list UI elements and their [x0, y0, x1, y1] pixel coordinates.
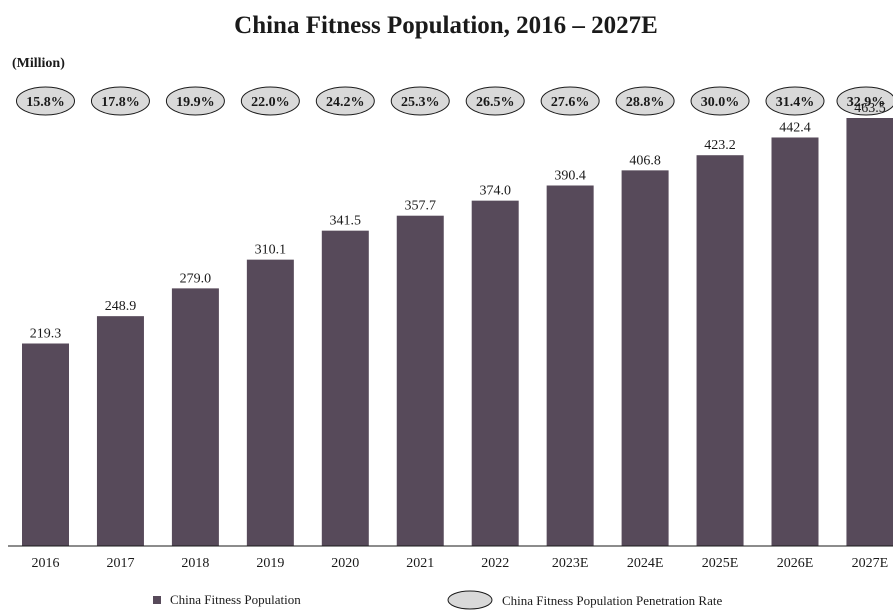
- rate-label-2016: 15.8%: [26, 95, 65, 110]
- rate-label-2024E: 28.8%: [626, 95, 665, 110]
- legend-rate-label: China Fitness Population Penetration Rat…: [502, 593, 722, 608]
- chart-title: China Fitness Population, 2016 – 2027E: [234, 12, 658, 39]
- legend: China Fitness Population China Fitness P…: [153, 590, 722, 610]
- rate-label-2017: 17.8%: [101, 95, 140, 110]
- rate-ellipse-2017: [90, 86, 150, 116]
- rate-ellipse-2026E: [765, 86, 825, 116]
- rate-label-2019: 22.0%: [251, 95, 290, 110]
- legend-bar-label: China Fitness Population: [170, 592, 301, 607]
- x-tick-label-2021: 2021: [406, 556, 434, 571]
- bars-group: [22, 118, 893, 547]
- rate-label-2025E: 30.0%: [701, 95, 740, 110]
- x-tick-label-2023E: 2023E: [552, 556, 589, 571]
- legend-bar-swatch: [153, 596, 161, 604]
- penetration-rate-row: 15.8% 17.8% 19.9% 22.0% 24.2% 25.3% 26.5% 27.6%…: [16, 86, 893, 116]
- rate-ellipse-2027E: [836, 86, 893, 116]
- rate-ellipse-2018: [165, 86, 225, 116]
- value-label-2019: 310.1: [255, 243, 287, 258]
- x-tick-label-2016: 2016: [32, 556, 60, 571]
- value-label-2020: 341.5: [330, 214, 362, 229]
- legend-rate-swatch: [447, 590, 493, 610]
- x-tick-label-2017: 2017: [106, 556, 134, 571]
- x-tick-label-2027E: 2027E: [852, 556, 889, 571]
- rate-label-2026E: 31.4%: [776, 95, 815, 110]
- value-label-2018: 279.0: [180, 271, 212, 286]
- bar-2026E: [771, 137, 819, 547]
- value-label-2025E: 423.2: [704, 138, 736, 153]
- bar-2023E: [546, 185, 594, 546]
- bar-2017: [96, 316, 144, 546]
- bar-2019: [246, 259, 294, 546]
- rate-label-2021: 25.3%: [401, 95, 440, 110]
- bar-2027E: [846, 118, 893, 546]
- value-label-2022: 374.0: [479, 184, 511, 199]
- rate-ellipse-2022: [465, 86, 525, 116]
- x-tick-label-2022: 2022: [481, 556, 509, 571]
- x-tick-label-2026E: 2026E: [777, 556, 814, 571]
- bar-2022: [471, 200, 519, 546]
- x-tick-label-2018: 2018: [181, 556, 209, 571]
- rate-label-2027E: 32.9%: [847, 95, 886, 110]
- rate-ellipse-2020: [315, 86, 375, 116]
- bar-2016: [22, 343, 69, 546]
- unit-label: (Million): [12, 56, 65, 71]
- x-tick-label-2024E: 2024E: [627, 556, 664, 571]
- x-tick-labels-group: 2016 2017 2018 2019 2020 2021 2022 2023E 2024E 20…: [32, 556, 889, 571]
- rate-ellipse-2024E: [615, 86, 675, 116]
- x-tick-label-2019: 2019: [256, 556, 284, 571]
- value-label-2016: 219.3: [30, 327, 62, 342]
- rate-label-2020: 24.2%: [326, 95, 365, 110]
- rate-label-2022: 26.5%: [476, 95, 515, 110]
- value-label-2024E: 406.8: [629, 153, 661, 168]
- rate-ellipse-2023E: [540, 86, 600, 116]
- x-tick-label-2025E: 2025E: [702, 556, 739, 571]
- rate-ellipse-2021: [390, 86, 450, 116]
- bar-2025E: [696, 155, 744, 546]
- value-label-2021: 357.7: [405, 199, 437, 214]
- x-tick-label-2020: 2020: [331, 556, 359, 571]
- bar-2021: [396, 215, 444, 546]
- rate-ellipse-2019: [240, 86, 300, 116]
- value-label-2017: 248.9: [105, 299, 137, 314]
- bar-2024E: [621, 170, 669, 547]
- value-label-2023E: 390.4: [554, 169, 586, 184]
- bar-2018: [171, 288, 219, 546]
- rate-label-2023E: 27.6%: [551, 95, 590, 110]
- value-label-2026E: 442.4: [779, 120, 811, 135]
- value-label-2027E: 463.5: [854, 101, 886, 116]
- value-labels-group: 219.3 248.9 279.0 310.1 341.5 357.7 374.0 390.4…: [30, 101, 886, 342]
- rate-ellipse-2016: [16, 86, 75, 116]
- rate-label-2018: 19.9%: [176, 95, 215, 110]
- bar-2020: [321, 230, 369, 546]
- rate-ellipse-2025E: [690, 86, 750, 116]
